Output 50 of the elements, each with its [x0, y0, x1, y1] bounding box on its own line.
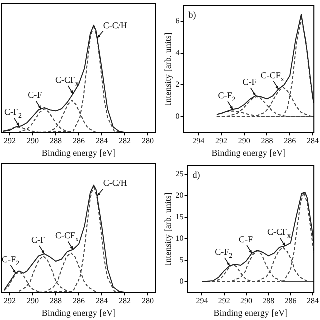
x-tick-label: 292 — [216, 136, 228, 146]
annotation: C-C/H — [103, 20, 128, 30]
y-axis-title: Intensity [arb. units] — [162, 32, 173, 106]
y-tick-label: 6 — [176, 16, 180, 26]
x-tick-label: 288 — [261, 136, 274, 146]
x-tick-label: 284 — [306, 296, 319, 306]
x-tick-label: 286 — [284, 296, 297, 306]
x-tick-label: 294 — [192, 136, 205, 146]
x-tick-label: 282 — [118, 296, 131, 306]
x-axis-title: Binding energy [eV] — [42, 308, 116, 318]
x-tick-label: 292 — [218, 296, 230, 306]
y-tick-label: 15 — [176, 212, 184, 222]
x-tick-label: 288 — [262, 296, 275, 306]
x-tick-label: 286 — [73, 136, 85, 146]
x-tick-label: 280 — [142, 136, 154, 146]
x-tick-label: 280 — [142, 296, 154, 306]
x-tick-label: 290 — [240, 296, 253, 306]
x-axis-title: Binding energy [eV] — [42, 148, 116, 158]
x-axis-title: Binding energy [eV] — [214, 308, 288, 318]
y-tick-label: 4 — [176, 48, 180, 58]
x-tick-label: 286 — [73, 296, 85, 306]
x-tick-label: 284 — [96, 136, 108, 146]
annotation: C-F — [32, 235, 46, 246]
x-tick-label: 282 — [118, 136, 131, 146]
annotation: C-F — [239, 234, 254, 244]
y-tick-label: 5 — [180, 255, 184, 264]
y-tick-label: 2 — [176, 80, 180, 90]
annotation: d) — [192, 170, 200, 180]
y-tick-label: 25 — [176, 169, 184, 178]
annotation: b) — [188, 10, 196, 20]
x-tick-label: 290 — [27, 296, 40, 306]
x-tick-label: 290 — [27, 136, 40, 146]
x-tick-label: 292 — [4, 136, 16, 146]
y-tick-label: 0 — [176, 112, 180, 121]
x-tick-label: 294 — [196, 296, 208, 306]
x-tick-label: 284 — [306, 136, 319, 146]
x-tick-label: 286 — [284, 136, 296, 146]
x-tick-label: 290 — [238, 136, 250, 146]
y-tick-label: 10 — [176, 234, 184, 243]
annotation: C-F — [242, 76, 257, 87]
y-tick-label: 0 — [180, 276, 184, 286]
x-axis-title: Binding energy [eV] — [212, 148, 286, 158]
x-tick-label: 288 — [50, 296, 62, 306]
y-axis-title: Intensity [arb. units] — [162, 192, 173, 266]
annotation: C-C/H — [103, 178, 128, 188]
annotation: C-F — [28, 90, 42, 100]
y-tick-label: 20 — [176, 190, 184, 200]
x-tick-label: 288 — [50, 136, 62, 146]
x-tick-label: 292 — [4, 296, 16, 306]
x-tick-label: 284 — [96, 296, 108, 306]
